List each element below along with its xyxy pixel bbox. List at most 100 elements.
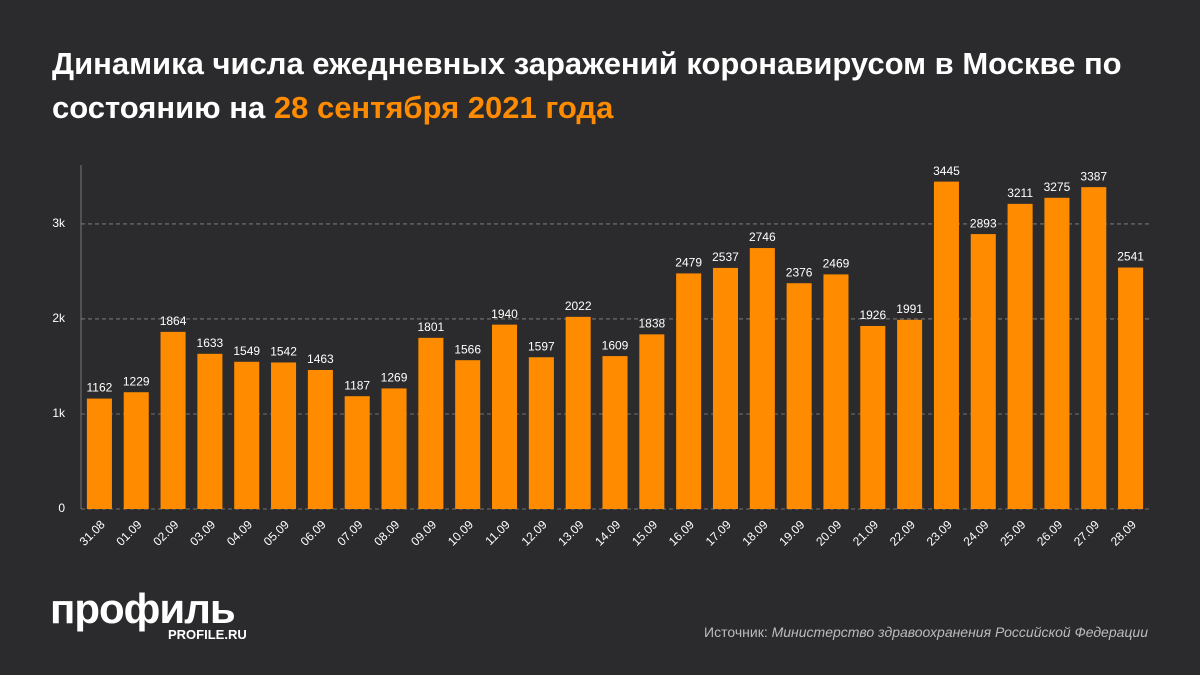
bar bbox=[786, 283, 812, 509]
bar bbox=[712, 267, 739, 509]
bar bbox=[639, 334, 665, 509]
value-label: 2537 bbox=[712, 250, 739, 264]
x-tick-label: 10.09 bbox=[445, 517, 476, 548]
x-tick-label: 31.08 bbox=[77, 517, 108, 548]
bar bbox=[676, 273, 702, 509]
value-label: 1940 bbox=[491, 307, 518, 321]
x-tick-label: 06.09 bbox=[298, 517, 329, 548]
bar bbox=[1007, 203, 1033, 509]
bar bbox=[271, 362, 297, 509]
y-tick-label: 0 bbox=[58, 501, 65, 515]
bar bbox=[1081, 187, 1107, 510]
x-tick-label: 14.09 bbox=[592, 517, 623, 548]
x-tick-label: 02.09 bbox=[150, 517, 181, 548]
bar bbox=[933, 181, 959, 510]
x-tick-label: 05.09 bbox=[261, 517, 292, 548]
x-tick-label: 01.09 bbox=[113, 517, 144, 548]
source-text: Министерство здравоохранения Российской … bbox=[771, 624, 1148, 640]
value-label: 1549 bbox=[233, 344, 260, 358]
value-label: 1269 bbox=[381, 371, 408, 385]
bar bbox=[1118, 267, 1144, 509]
x-tick-label: 21.09 bbox=[850, 517, 881, 548]
value-label: 1609 bbox=[602, 338, 629, 352]
value-label: 1229 bbox=[123, 374, 150, 388]
bar bbox=[234, 361, 260, 509]
value-label: 2893 bbox=[970, 216, 997, 230]
value-label: 1926 bbox=[859, 308, 886, 322]
bar bbox=[197, 353, 223, 509]
value-label: 1991 bbox=[896, 302, 923, 316]
bar bbox=[897, 319, 923, 509]
bar bbox=[160, 331, 186, 509]
bar bbox=[823, 274, 849, 509]
x-tick-label: 20.09 bbox=[813, 517, 844, 548]
bar bbox=[86, 398, 112, 509]
value-label: 1633 bbox=[197, 336, 224, 350]
title: Динамика числа ежедневных заражений коро… bbox=[52, 42, 1162, 130]
x-tick-label: 19.09 bbox=[776, 517, 807, 548]
bar bbox=[602, 356, 628, 509]
bar bbox=[860, 325, 886, 509]
x-tick-label: 24.09 bbox=[961, 517, 992, 548]
x-tick-label: 03.09 bbox=[187, 517, 218, 548]
value-label: 3387 bbox=[1080, 169, 1107, 183]
bar bbox=[528, 357, 554, 509]
value-label: 1838 bbox=[638, 317, 665, 331]
bar bbox=[455, 360, 481, 509]
bar bbox=[344, 396, 370, 509]
x-tick-label: 23.09 bbox=[924, 517, 955, 548]
bar bbox=[491, 324, 518, 509]
value-label: 1597 bbox=[528, 339, 555, 353]
value-label: 1162 bbox=[87, 381, 113, 395]
source: Источник: Министерство здравоохранения Р… bbox=[704, 624, 1148, 640]
x-tick-label: 08.09 bbox=[371, 517, 402, 548]
bar bbox=[1044, 197, 1070, 509]
x-tick-label: 16.09 bbox=[666, 517, 697, 548]
y-tick-label: 2k bbox=[52, 311, 66, 325]
title-text: Динамика числа ежедневных заражений коро… bbox=[52, 46, 1122, 125]
y-tick-label: 1k bbox=[52, 406, 66, 420]
value-label: 1463 bbox=[307, 352, 334, 366]
bar bbox=[565, 316, 591, 509]
value-label: 2541 bbox=[1117, 250, 1144, 264]
x-tick-label: 04.09 bbox=[224, 517, 255, 548]
x-tick-label: 27.09 bbox=[1071, 517, 1102, 548]
x-tick-label: 26.09 bbox=[1034, 517, 1065, 548]
bar bbox=[418, 337, 444, 509]
bar bbox=[307, 369, 333, 509]
value-label: 2479 bbox=[675, 256, 702, 270]
x-tick-label: 28.09 bbox=[1108, 517, 1139, 548]
x-tick-label: 11.09 bbox=[482, 517, 513, 548]
title-date: 28 сентября 2021 года bbox=[273, 90, 614, 125]
bar bbox=[970, 234, 996, 509]
value-label: 1187 bbox=[344, 378, 370, 392]
value-label: 1542 bbox=[270, 345, 297, 359]
x-tick-label: 18.09 bbox=[740, 517, 771, 548]
bar bbox=[123, 392, 149, 509]
brand-site: PROFILE.RU bbox=[168, 627, 247, 642]
source-label: Источник: bbox=[704, 624, 768, 640]
value-label: 1864 bbox=[160, 314, 187, 328]
brand: профиль bbox=[50, 585, 236, 632]
value-label: 3211 bbox=[1007, 186, 1033, 200]
x-tick-label: 25.09 bbox=[997, 517, 1028, 548]
y-tick-label: 3k bbox=[52, 216, 66, 230]
value-label: 1801 bbox=[418, 320, 445, 334]
value-label: 3445 bbox=[933, 164, 960, 178]
value-label: 2022 bbox=[565, 299, 592, 313]
x-tick-label: 09.09 bbox=[408, 517, 439, 548]
bar bbox=[749, 248, 775, 509]
bar bbox=[381, 388, 407, 509]
value-label: 2469 bbox=[823, 257, 850, 271]
value-label: 2376 bbox=[786, 265, 813, 279]
value-label: 2746 bbox=[749, 230, 776, 244]
x-tick-label: 22.09 bbox=[887, 517, 918, 548]
value-label: 3275 bbox=[1044, 180, 1071, 194]
x-tick-label: 12.09 bbox=[519, 517, 550, 548]
value-label: 1566 bbox=[454, 342, 481, 356]
x-tick-label: 15.09 bbox=[629, 517, 660, 548]
x-tick-label: 07.09 bbox=[334, 517, 365, 548]
x-tick-label: 17.09 bbox=[703, 517, 734, 548]
